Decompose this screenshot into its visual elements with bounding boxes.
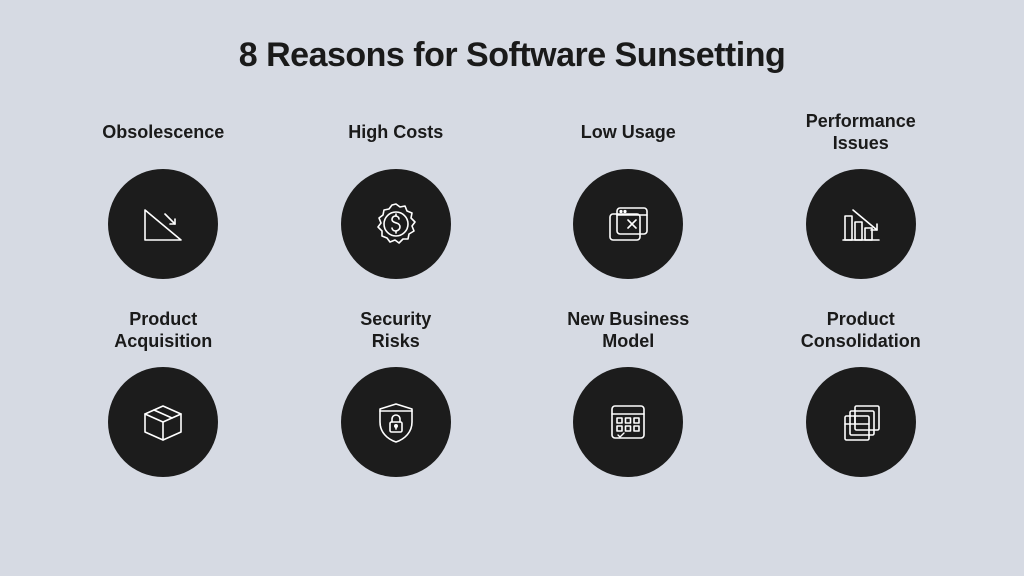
icon-circle bbox=[573, 169, 683, 279]
reason-obsolescence: Obsolescence bbox=[67, 111, 260, 279]
icon-circle bbox=[573, 367, 683, 477]
reason-product-consolidation: Product Consolidation bbox=[765, 309, 958, 477]
stacked-boxes-icon bbox=[833, 394, 889, 450]
reason-label: New Business Model bbox=[567, 309, 689, 353]
reason-low-usage: Low Usage bbox=[532, 111, 725, 279]
dollar-badge-icon bbox=[368, 196, 424, 252]
reason-security-risks: Security Risks bbox=[300, 309, 493, 477]
icon-circle bbox=[806, 169, 916, 279]
reason-label: Low Usage bbox=[581, 111, 676, 155]
shield-lock-icon bbox=[368, 394, 424, 450]
reason-new-business-model: New Business Model bbox=[532, 309, 725, 477]
reasons-grid: Obsolescence High Costs Low Usage bbox=[67, 111, 957, 477]
reason-label: Security Risks bbox=[360, 309, 431, 353]
icon-circle bbox=[108, 367, 218, 477]
page-title: 8 Reasons for Software Sunsetting bbox=[239, 36, 786, 75]
reason-high-costs: High Costs bbox=[300, 111, 493, 279]
reason-product-acquisition: Product Acquisition bbox=[67, 309, 260, 477]
icon-circle bbox=[806, 367, 916, 477]
bars-down-icon bbox=[833, 196, 889, 252]
decline-chart-icon bbox=[135, 196, 191, 252]
reason-label: Performance Issues bbox=[806, 111, 916, 155]
reason-performance-issues: Performance Issues bbox=[765, 111, 958, 279]
app-grid-icon bbox=[600, 394, 656, 450]
reason-label: Product Consolidation bbox=[801, 309, 921, 353]
icon-circle bbox=[341, 169, 451, 279]
browser-close-icon bbox=[600, 196, 656, 252]
reason-label: Obsolescence bbox=[102, 111, 224, 155]
icon-circle bbox=[108, 169, 218, 279]
reason-label: High Costs bbox=[348, 111, 443, 155]
box-icon bbox=[135, 394, 191, 450]
reason-label: Product Acquisition bbox=[114, 309, 212, 353]
icon-circle bbox=[341, 367, 451, 477]
